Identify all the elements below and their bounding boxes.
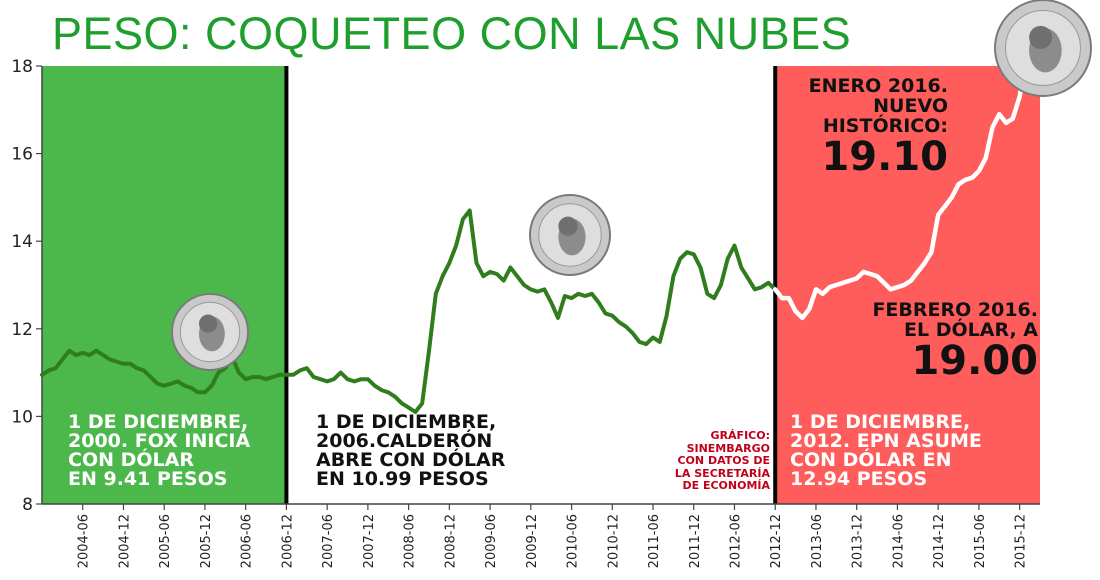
era-label-line: 1 DE DICIEMBRE, [316,411,497,433]
era-label-line: 12.94 PESOS [790,468,928,490]
x-tick-label: 2009-06 [484,514,499,568]
era-label-line: 2000. FOX INICIÁ [68,430,251,452]
era-label-line: CON DÓLAR [68,449,194,471]
source-credit: GRÁFICO: SINEMBARGO CON DATOS DE LA SECRETA… [660,429,770,493]
series-line-2004-2012 [40,208,778,414]
era-label-line: CON DÓLAR EN [790,449,952,471]
x-tick-label: 2004-12 [117,514,132,568]
quarter-dollar-coin-icon [994,0,1092,97]
era-band-calderon [286,66,776,504]
quarter-dollar-coin-icon [171,293,249,371]
x-tick-label: 2012-12 [769,514,784,568]
era-label-line: EN 9.41 PESOS [68,468,228,490]
y-tick-label: 8 [22,495,33,515]
credit-line: CON DATOS DE [677,454,770,467]
era-label-line: EN 10.99 PESOS [316,468,489,490]
x-tick-label: 2015-06 [973,514,988,568]
series-line-2012-2016 [772,50,1036,321]
x-tick-label: 2007-12 [362,514,377,568]
x-tick-label: 2012-06 [728,514,743,568]
x-tick-label: 2010-06 [566,514,581,568]
annotation-febrero-2016: FEBRERO 2016. EL DÓLAR, A 19.00 [872,300,1038,382]
x-tick-label: 2004-06 [77,514,92,568]
coin-portrait-head [558,216,578,236]
era-label-calderon: 1 DE DICIEMBRE, 2006.CALDERÓN ABRE CON DÓL… [316,413,505,489]
x-tick-label: 2014-06 [891,514,906,568]
coin-portrait-head [198,314,218,333]
x-tick-label: 2005-12 [199,514,214,568]
x-tick-label: 2006-06 [240,514,255,568]
x-tick-label: 2007-06 [321,514,336,568]
y-tick-label: 10 [11,407,33,427]
annotation-enero-value: 19.10 [821,134,948,180]
era-label-line: 2012. EPN ASUME [790,430,982,452]
annotation-febrero-line-1: FEBRERO 2016. [872,299,1038,321]
x-tick-label: 2010-12 [606,514,621,568]
era-label-line: 1 DE DICIEMBRE, [790,411,971,433]
credit-line: LA SECRETARÍA [674,466,770,480]
era-label-epn: 1 DE DICIEMBRE, 2012. EPN ASUME CON DÓLAR … [790,413,982,489]
x-tick-label: 2013-12 [851,514,866,568]
x-tick-label: 2008-06 [403,514,418,568]
annotation-febrero-line-2: EL DÓLAR, A [904,319,1038,341]
era-label-line: 2006.CALDERÓN [316,430,493,452]
annotation-enero-line-3: HISTÓRICO: [822,115,948,137]
y-tick-label: 18 [11,57,33,77]
x-tick-label: 2011-06 [647,514,662,568]
x-tick-label: 2005-06 [158,514,173,568]
era-band-fox [42,66,287,504]
x-tick-label: 2013-06 [810,514,825,568]
annotation-enero-2016: ENERO 2016. NUEVO HISTÓRICO: 19.10 [809,76,948,178]
era-label-line: ABRE CON DÓLAR [316,449,506,471]
x-tick-label: 2011-12 [688,514,703,568]
y-tick-label: 12 [11,320,33,340]
credit-line: DE ECONOMÍA [682,479,770,492]
quarter-dollar-coin-icon [529,194,611,276]
y-tick-label: 16 [11,145,33,165]
era-label-line: 1 DE DICIEMBRE, [68,411,249,433]
coin-portrait-head [1029,25,1053,49]
x-tick-label: 2006-12 [280,514,295,568]
x-tick-label: 2008-12 [443,514,458,568]
x-tick-label: 2015-12 [1014,514,1029,568]
annotation-enero-line-1: ENERO 2016. [808,75,948,97]
credit-line: GRÁFICO: [710,429,770,442]
chart-title: PESO: COQUETEO CON LAS NUBES [52,8,852,59]
x-tick-label: 2009-12 [525,514,540,568]
x-tick-label: 2014-12 [932,514,947,568]
era-label-fox: 1 DE DICIEMBRE, 2000. FOX INICIÁ CON DÓLAR… [68,413,250,489]
annotation-febrero-value: 19.00 [911,338,1038,384]
annotation-enero-line-2: NUEVO [873,95,948,117]
credit-line: SINEMBARGO [686,441,770,455]
y-tick-label: 14 [11,232,33,252]
